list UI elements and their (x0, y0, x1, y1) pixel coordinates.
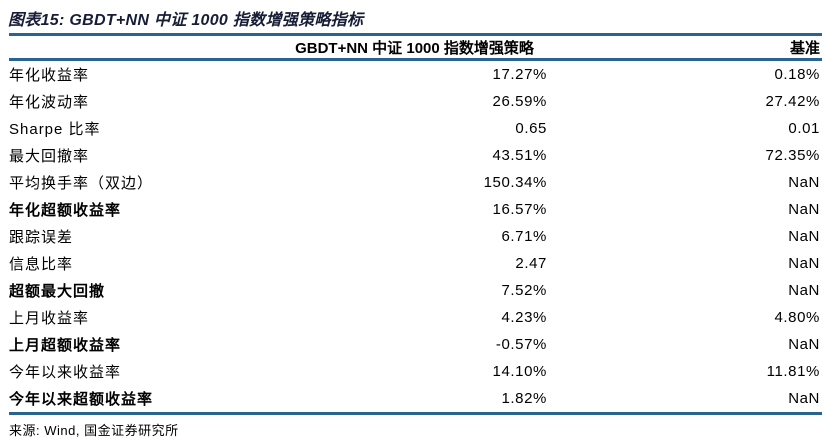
benchmark-value: 11.81% (766, 363, 820, 380)
metric-label: 今年以来收益率 (9, 364, 122, 381)
table-row: 超额最大回撤 7.52% NaN (9, 277, 822, 304)
benchmark-value: NaN (788, 201, 820, 218)
benchmark-value: NaN (788, 282, 820, 299)
strategy-value: 16.57% (492, 201, 547, 218)
metric-label: 最大回撤率 (9, 148, 90, 165)
source-note: 来源: Wind, 国金证券研究所 (9, 423, 179, 438)
metric-label: 年化收益率 (9, 67, 90, 84)
strategy-value: 2.47 (515, 255, 547, 272)
benchmark-value: NaN (788, 174, 820, 191)
benchmark-value: NaN (788, 228, 820, 245)
metrics-table: GBDT+NN 中证 1000 指数增强策略 基准 年化收益率 17.27% 0… (9, 33, 822, 415)
column-header-strategy: GBDT+NN 中证 1000 指数增强策略 (295, 39, 534, 57)
metric-label: 上月超额收益率 (9, 337, 122, 354)
benchmark-value: NaN (788, 255, 820, 272)
strategy-value: 1.82% (501, 390, 547, 407)
strategy-value: 0.65 (515, 120, 547, 137)
table-row: Sharpe 比率 0.65 0.01 (9, 115, 822, 142)
table-body: 年化收益率 17.27% 0.18% 年化波动率 26.59% 27.42% S… (9, 61, 822, 412)
metric-label: Sharpe 比率 (9, 121, 101, 138)
metric-label: 年化超额收益率 (9, 202, 122, 219)
figure-title: 图表15: GBDT+NN 中证 1000 指数增强策略指标 (8, 12, 364, 29)
table-row: 信息比率 2.47 NaN (9, 250, 822, 277)
table-row: 最大回撤率 43.51% 72.35% (9, 142, 822, 169)
strategy-value: 26.59% (492, 93, 547, 110)
strategy-value: -0.57% (495, 336, 547, 353)
benchmark-value: 0.01 (788, 120, 820, 137)
table-row: 年化波动率 26.59% 27.42% (9, 88, 822, 115)
strategy-value: 17.27% (492, 66, 547, 83)
table-row: 平均换手率（双边） 150.34% NaN (9, 169, 822, 196)
table-header-row: GBDT+NN 中证 1000 指数增强策略 基准 (9, 36, 822, 61)
strategy-value: 7.52% (501, 282, 547, 299)
strategy-value: 14.10% (492, 363, 547, 380)
table-row: 上月收益率 4.23% 4.80% (9, 304, 822, 331)
table-row: 今年以来收益率 14.10% 11.81% (9, 358, 822, 385)
benchmark-value: 0.18% (774, 66, 820, 83)
metric-label: 跟踪误差 (9, 229, 74, 246)
strategy-value: 150.34% (483, 174, 547, 191)
table-row: 今年以来超额收益率 1.82% NaN (9, 385, 822, 412)
metric-label: 平均换手率（双边） (9, 175, 154, 192)
metric-label: 超额最大回撤 (9, 283, 106, 300)
table-row: 上月超额收益率 -0.57% NaN (9, 331, 822, 358)
table-row: 年化超额收益率 16.57% NaN (9, 196, 822, 223)
benchmark-value: 72.35% (765, 147, 820, 164)
benchmark-value: 4.80% (774, 309, 820, 326)
metric-label: 上月收益率 (9, 310, 90, 327)
strategy-value: 6.71% (501, 228, 547, 245)
column-header-benchmark: 基准 (789, 39, 820, 57)
benchmark-value: NaN (788, 390, 820, 407)
strategy-value: 43.51% (492, 147, 547, 164)
benchmark-value: 27.42% (765, 93, 820, 110)
metric-label: 信息比率 (9, 256, 74, 273)
table-row: 跟踪误差 6.71% NaN (9, 223, 822, 250)
metric-label: 今年以来超额收益率 (9, 391, 154, 408)
benchmark-value: NaN (788, 336, 820, 353)
table-row: 年化收益率 17.27% 0.18% (9, 61, 822, 88)
strategy-value: 4.23% (501, 309, 547, 326)
metric-label: 年化波动率 (9, 94, 90, 111)
